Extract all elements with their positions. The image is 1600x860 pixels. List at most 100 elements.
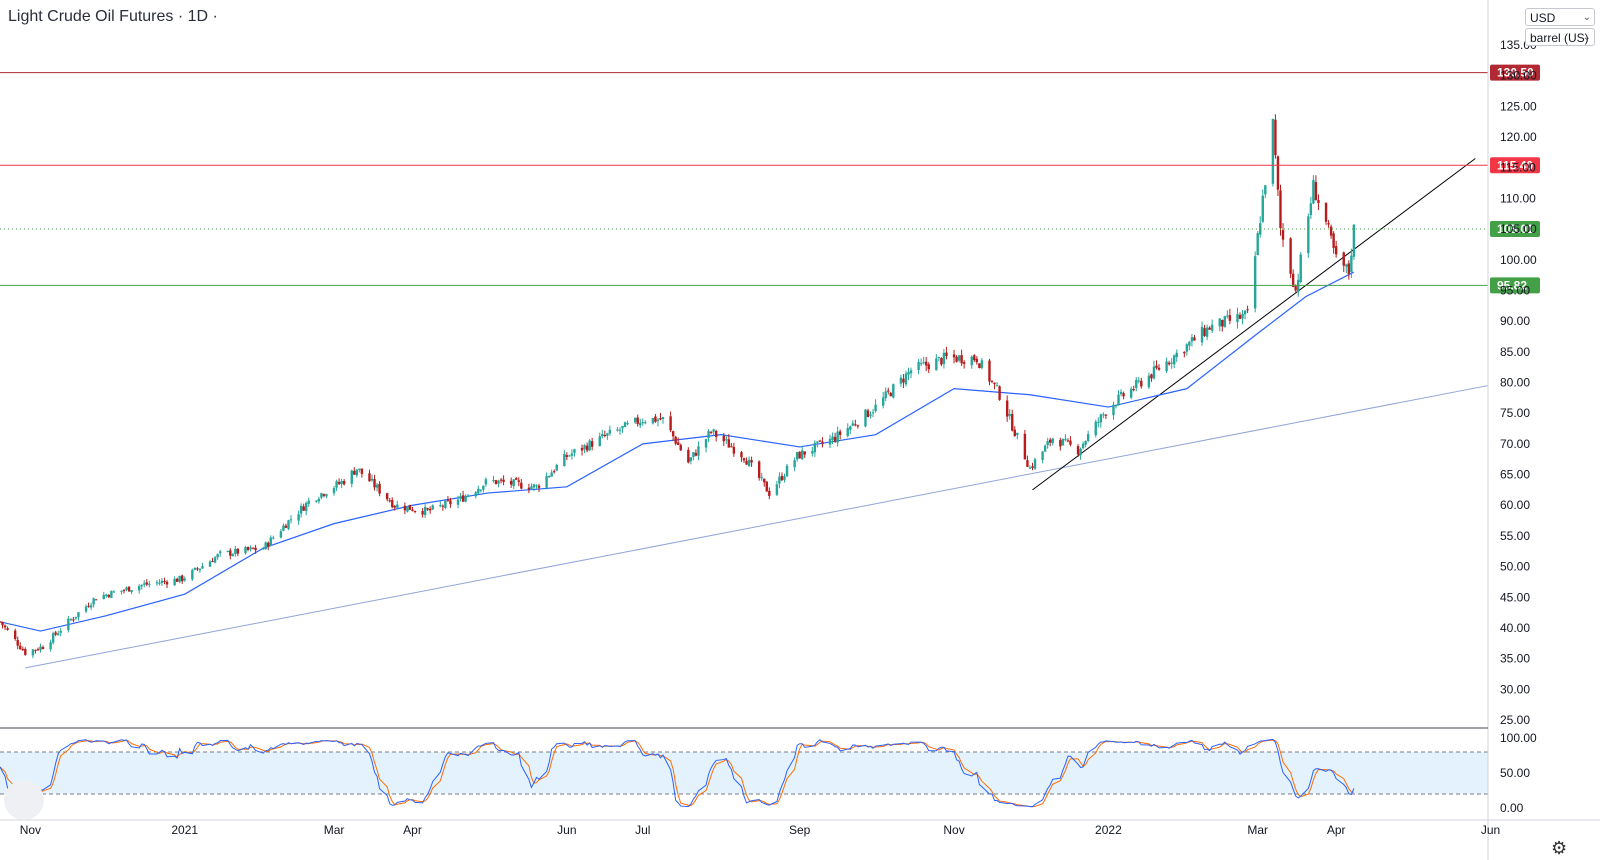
candle-body bbox=[429, 508, 432, 511]
candle-body bbox=[193, 567, 197, 570]
candle-body bbox=[320, 493, 323, 498]
candle-body bbox=[1175, 352, 1178, 358]
candle-body bbox=[1221, 319, 1224, 327]
candle-body bbox=[1117, 394, 1120, 405]
candle-body bbox=[173, 578, 176, 586]
candle-body bbox=[606, 433, 609, 436]
candle-body bbox=[497, 480, 500, 484]
gear-icon[interactable]: ⚙ bbox=[1551, 838, 1568, 858]
candle-body bbox=[1190, 337, 1194, 342]
candle-body bbox=[322, 494, 326, 496]
candle-body bbox=[707, 431, 710, 439]
candle-body bbox=[261, 548, 265, 550]
candle-body bbox=[570, 453, 574, 456]
candle-body bbox=[687, 449, 690, 463]
candle-body bbox=[332, 488, 336, 494]
candle-body bbox=[102, 594, 105, 599]
candle-body bbox=[750, 460, 753, 463]
candle-body bbox=[621, 426, 624, 429]
candle-body bbox=[254, 547, 257, 551]
unit-selector[interactable]: barrel (US) ⌄ bbox=[1525, 28, 1595, 46]
candle-body bbox=[464, 496, 467, 502]
candle-body bbox=[765, 481, 768, 492]
candle-body bbox=[940, 357, 943, 365]
candle-body bbox=[618, 429, 622, 431]
candle-body bbox=[798, 451, 801, 459]
candle-body bbox=[899, 377, 903, 384]
candle-body bbox=[831, 436, 834, 441]
candle-body bbox=[251, 547, 255, 549]
candle-body bbox=[623, 422, 627, 428]
candle-body bbox=[641, 422, 644, 424]
candle-body bbox=[527, 487, 531, 490]
candle-body bbox=[801, 450, 804, 460]
x-tick-label: Jun bbox=[557, 823, 576, 837]
price-level-label: 105.01 bbox=[1497, 222, 1534, 236]
candle-body bbox=[1152, 366, 1156, 379]
candle-body bbox=[803, 451, 806, 455]
y-tick-label: 45.00 bbox=[1500, 590, 1530, 604]
candle-body bbox=[942, 352, 946, 364]
candle-body bbox=[1327, 223, 1330, 225]
candle-body bbox=[426, 508, 429, 510]
candle-body bbox=[431, 505, 434, 510]
moving-average-line bbox=[0, 271, 1355, 632]
candle-body bbox=[1345, 264, 1348, 267]
candle-body bbox=[378, 483, 381, 494]
candle-body bbox=[854, 424, 857, 426]
candle-body bbox=[1271, 118, 1275, 184]
candle-body bbox=[608, 429, 612, 434]
candle-body bbox=[393, 505, 396, 508]
candle-body bbox=[423, 506, 427, 516]
candle-body bbox=[41, 647, 45, 650]
candle-body bbox=[917, 361, 920, 370]
candle-body bbox=[1140, 380, 1143, 387]
candle-body bbox=[520, 482, 523, 489]
trendline bbox=[25, 385, 1489, 669]
candle-body bbox=[1264, 185, 1267, 195]
candle-body bbox=[155, 582, 159, 584]
x-tick-label: Sep bbox=[789, 823, 811, 837]
candle-body bbox=[1281, 230, 1285, 240]
candle-body bbox=[110, 591, 113, 598]
candle-body bbox=[391, 500, 394, 508]
candle-body bbox=[282, 525, 285, 531]
candle-body bbox=[712, 429, 715, 432]
y-tick-label: 35.00 bbox=[1500, 652, 1530, 666]
y-tick-label: 60.00 bbox=[1500, 498, 1530, 512]
candle-body bbox=[580, 447, 584, 451]
candle-body bbox=[49, 642, 52, 650]
candle-body bbox=[148, 583, 151, 585]
candle-body bbox=[1016, 432, 1019, 435]
candle-body bbox=[307, 500, 310, 504]
candle-body bbox=[644, 422, 647, 424]
candle-body bbox=[1324, 202, 1328, 222]
y-tick-label: 80.00 bbox=[1500, 376, 1530, 390]
chevron-down-icon: ⌄ bbox=[1582, 32, 1591, 43]
x-tick-label: Apr bbox=[1327, 823, 1346, 837]
candle-body bbox=[783, 476, 786, 480]
candle-body bbox=[689, 457, 693, 462]
x-tick-label: Mar bbox=[1247, 823, 1268, 837]
candle-body bbox=[828, 438, 832, 445]
candle-body bbox=[360, 468, 364, 474]
candle-body bbox=[937, 356, 941, 358]
candle-body bbox=[1066, 440, 1070, 442]
candle-body bbox=[196, 568, 199, 570]
candle-body bbox=[1064, 438, 1067, 440]
currency-selector[interactable]: USD ⌄ bbox=[1525, 8, 1595, 26]
candle-body bbox=[692, 452, 695, 458]
y-tick-label: 90.00 bbox=[1500, 314, 1530, 328]
candle-body bbox=[130, 590, 133, 592]
y-tick-label: 105.00 bbox=[1500, 222, 1537, 236]
candle-body bbox=[19, 645, 22, 650]
y-tick-label: 115.00 bbox=[1500, 161, 1536, 175]
candle-body bbox=[181, 575, 184, 582]
candle-body bbox=[1350, 255, 1353, 273]
candle-body bbox=[654, 416, 657, 422]
candle-body bbox=[358, 468, 361, 470]
candle-body bbox=[279, 531, 283, 538]
candle-body bbox=[626, 423, 629, 425]
candle-body bbox=[907, 371, 910, 375]
